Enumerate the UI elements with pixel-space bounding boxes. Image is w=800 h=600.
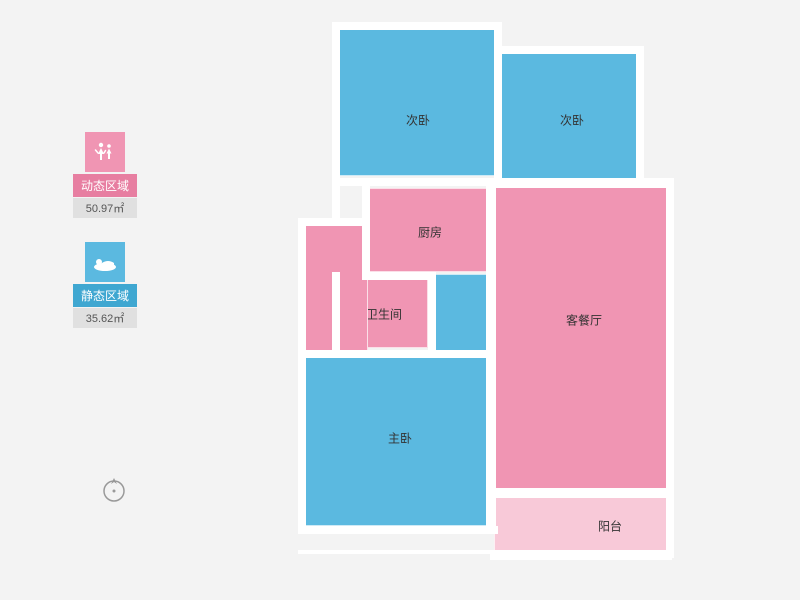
legend-static: 静态区域 35.62㎡ — [70, 242, 140, 328]
wall-segment — [362, 182, 370, 278]
room-label-bathroom: 卫生间 — [366, 306, 402, 323]
wall-segment — [298, 550, 498, 554]
wall-segment — [486, 182, 496, 532]
room-living-dining — [494, 186, 670, 492]
room-secondary-bedroom-1 — [338, 28, 496, 176]
wall-segment — [332, 272, 340, 352]
room-hall-strip — [430, 274, 492, 356]
wall-segment — [490, 488, 672, 498]
wall-segment — [332, 178, 500, 186]
room-balcony — [494, 496, 670, 554]
wall-segment — [494, 46, 642, 54]
compass-icon — [100, 475, 128, 503]
wall-segment — [666, 180, 674, 558]
sleep-icon — [85, 242, 125, 282]
wall-segment — [298, 526, 498, 534]
wall-segment — [298, 350, 496, 358]
wall-segment — [428, 272, 436, 354]
legend-dynamic: 动态区域 50.97㎡ — [70, 132, 140, 218]
legend: 动态区域 50.97㎡ 静态区域 35.62㎡ — [70, 132, 140, 352]
wall-segment — [494, 178, 674, 188]
legend-dynamic-label: 动态区域 — [73, 174, 137, 197]
wall-segment — [298, 218, 306, 534]
people-icon — [85, 132, 125, 172]
wall-segment — [636, 46, 644, 186]
wall-segment — [490, 550, 672, 560]
legend-static-value: 35.62㎡ — [73, 308, 137, 328]
room-label-secondary-bedroom-2: 次卧 — [560, 112, 584, 129]
room-label-kitchen: 厨房 — [418, 224, 442, 241]
legend-dynamic-value: 50.97㎡ — [73, 198, 137, 218]
wall-segment — [362, 272, 434, 280]
legend-static-label: 静态区域 — [73, 284, 137, 307]
room-label-living-dining: 客餐厅 — [566, 312, 602, 329]
room-label-master-bedroom: 主卧 — [388, 430, 412, 447]
room-label-balcony: 阳台 — [598, 518, 622, 535]
room-label-secondary-bedroom-1: 次卧 — [406, 112, 430, 129]
wall-segment — [332, 22, 340, 222]
wall-segment — [332, 22, 500, 30]
wall-segment — [298, 218, 370, 226]
